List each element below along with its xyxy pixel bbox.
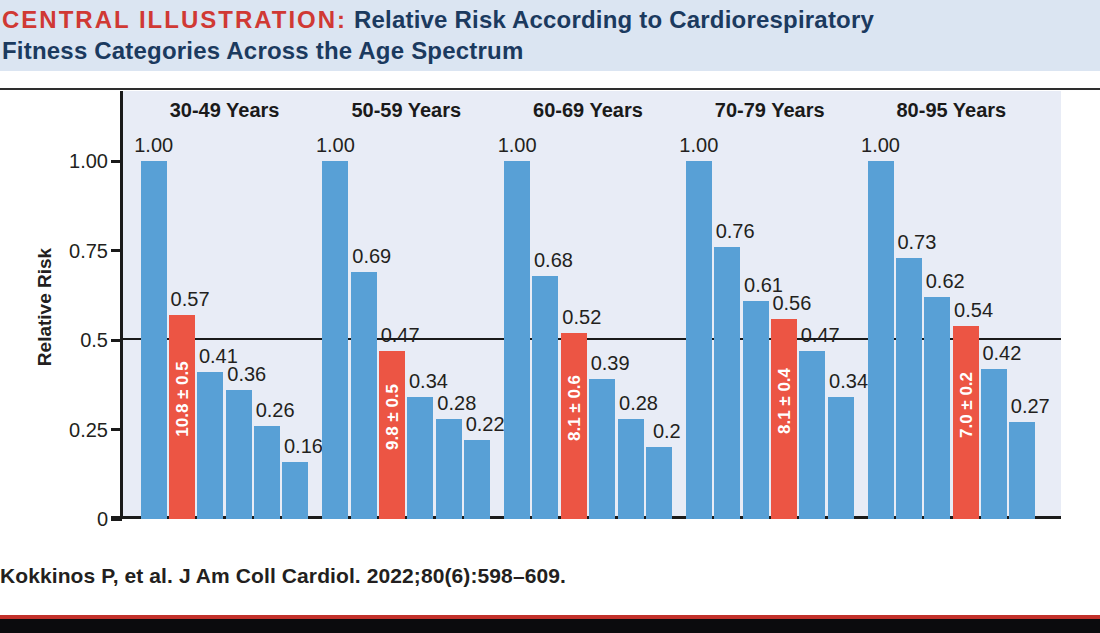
central-illustration-figure: CENTRAL ILLUSTRATION: Relative Risk Acco… bbox=[0, 0, 1100, 633]
bar bbox=[799, 351, 825, 519]
bar bbox=[686, 161, 712, 519]
group-label: 30-49 Years bbox=[130, 99, 320, 122]
bar-value-label: 0.2 bbox=[653, 420, 681, 443]
bar bbox=[714, 247, 740, 519]
y-tick-label: 0 bbox=[0, 507, 108, 531]
bar-value-label: 0.42 bbox=[982, 342, 1021, 365]
bar-value-label: 0.52 bbox=[562, 306, 601, 329]
y-tick-label: 1.00 bbox=[0, 149, 108, 173]
bar-value-label: 0.39 bbox=[591, 352, 630, 375]
bar-inner-label: 8.1 ± 0.4 bbox=[775, 368, 795, 434]
bar bbox=[1009, 422, 1035, 519]
bar bbox=[743, 301, 769, 519]
figure-title: CENTRAL ILLUSTRATION: Relative Risk Acco… bbox=[2, 4, 874, 66]
bar bbox=[254, 426, 280, 519]
bar bbox=[646, 447, 672, 519]
title-line-1: CENTRAL ILLUSTRATION: Relative Risk Acco… bbox=[2, 4, 874, 35]
bar-value-label: 1.00 bbox=[861, 134, 900, 157]
bar-value-label: 0.62 bbox=[926, 270, 965, 293]
group-label: 60-69 Years bbox=[493, 99, 683, 122]
bar-value-label: 0.34 bbox=[409, 370, 448, 393]
bar bbox=[896, 258, 922, 519]
bar-value-label: 0.56 bbox=[772, 292, 811, 315]
bar-value-label: 1.00 bbox=[134, 134, 173, 157]
bar-value-label: 0.57 bbox=[171, 288, 210, 311]
group-label: 70-79 Years bbox=[675, 99, 865, 122]
bar-value-label: 0.34 bbox=[829, 370, 868, 393]
bar bbox=[322, 161, 348, 519]
bar bbox=[282, 462, 308, 519]
y-tick-mark bbox=[111, 518, 122, 521]
y-tick-mark bbox=[111, 249, 122, 252]
bar-value-label: 0.27 bbox=[1011, 395, 1050, 418]
bar-value-label: 0.47 bbox=[381, 324, 420, 347]
y-tick-label: 0.5 bbox=[0, 328, 108, 352]
bar-value-label: 1.00 bbox=[498, 134, 537, 157]
y-tick-label: 0.25 bbox=[0, 418, 108, 442]
bottom-black-bar bbox=[0, 619, 1100, 633]
bar-value-label: 0.73 bbox=[897, 231, 936, 254]
bar bbox=[981, 369, 1007, 519]
bar-value-label: 0.47 bbox=[801, 324, 840, 347]
bar bbox=[436, 419, 462, 519]
bar-value-label: 1.00 bbox=[679, 134, 718, 157]
bar-value-label: 0.26 bbox=[256, 399, 295, 422]
y-tick-mark bbox=[111, 428, 122, 431]
bar bbox=[407, 397, 433, 519]
y-tick-mark bbox=[111, 160, 122, 163]
bar-value-label: 0.76 bbox=[716, 220, 755, 243]
bar-value-label: 0.69 bbox=[352, 245, 391, 268]
group-label: 50-59 Years bbox=[311, 99, 501, 122]
bar bbox=[351, 272, 377, 519]
bar bbox=[532, 276, 558, 519]
bar-value-label: 0.36 bbox=[227, 363, 266, 386]
bar-inner-label: 8.1 ± 0.6 bbox=[565, 375, 585, 441]
bar bbox=[141, 161, 167, 519]
bar bbox=[868, 161, 894, 519]
bar-inner-label: 9.8 ± 0.5 bbox=[383, 384, 403, 450]
bar bbox=[589, 379, 615, 519]
title-text-line2: Fitness Categories Across the Age Spectr… bbox=[2, 35, 874, 66]
citation-text: Kokkinos P, et al. J Am Coll Cardiol. 20… bbox=[0, 564, 566, 588]
title-divider-rule bbox=[0, 88, 1100, 90]
bar bbox=[197, 372, 223, 519]
bar-inner-label: 7.0 ± 0.2 bbox=[957, 371, 977, 437]
bar bbox=[924, 297, 950, 519]
y-tick-label: 0.75 bbox=[0, 239, 108, 263]
bar-value-label: 0.68 bbox=[534, 249, 573, 272]
central-illustration-label: CENTRAL ILLUSTRATION: bbox=[2, 6, 347, 33]
bar bbox=[828, 397, 854, 519]
bar bbox=[464, 440, 490, 519]
y-tick-mark bbox=[111, 339, 122, 342]
bar bbox=[226, 390, 252, 519]
title-text-line1: Relative Risk According to Cardiorespira… bbox=[354, 6, 874, 33]
bar-value-label: 0.16 bbox=[284, 435, 323, 458]
bar-inner-label: 10.8 ± 0.5 bbox=[173, 361, 193, 437]
bar bbox=[504, 161, 530, 519]
bar-value-label: 0.28 bbox=[437, 392, 476, 415]
bar bbox=[618, 419, 644, 519]
title-band: CENTRAL ILLUSTRATION: Relative Risk Acco… bbox=[0, 0, 1100, 71]
bar-value-label: 0.28 bbox=[619, 392, 658, 415]
group-label: 80-95 Years bbox=[856, 99, 1046, 122]
y-axis-line bbox=[120, 91, 123, 519]
bar-value-label: 1.00 bbox=[316, 134, 355, 157]
bar-value-label: 0.54 bbox=[954, 299, 993, 322]
bar-value-label: 0.22 bbox=[466, 413, 505, 436]
